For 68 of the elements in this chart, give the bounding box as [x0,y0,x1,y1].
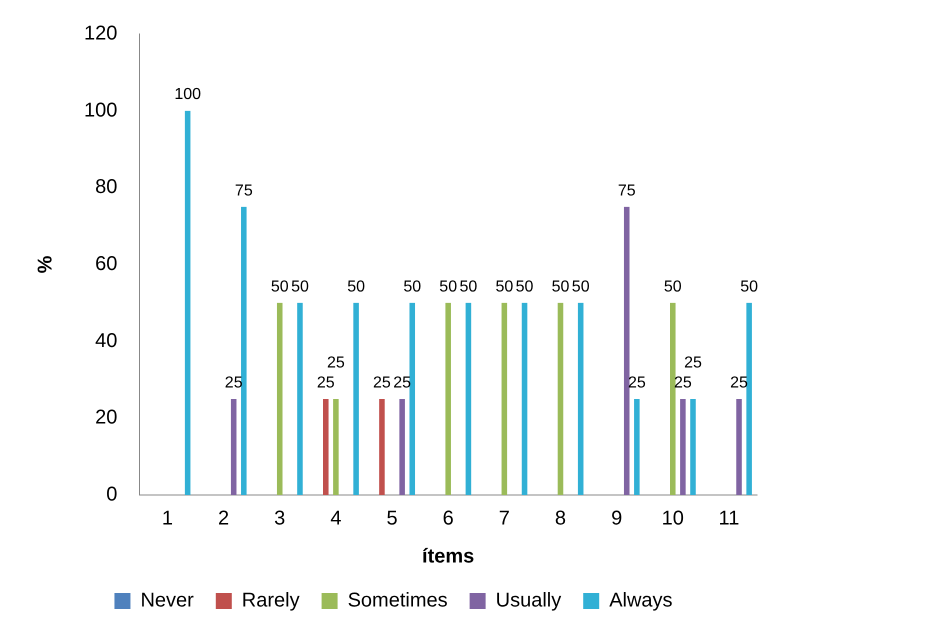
data-label: 50 [460,278,478,296]
legend-label: Always [609,590,673,612]
bar [466,302,472,495]
bar [230,398,236,495]
data-label: 50 [347,278,366,296]
y-tick-label: 100 [84,99,118,122]
data-label: 50 [495,278,514,296]
legend-label: Usually [496,590,562,612]
bar [276,302,283,495]
bar [323,398,329,495]
x-tick-label: 4 [330,508,342,530]
y-tick-label: 120 [84,22,118,45]
data-label: 25 [326,354,345,372]
bar [634,398,640,495]
x-tick-label: 2 [218,508,230,530]
bar [333,398,339,495]
bar [297,302,303,495]
data-label: 50 [439,278,458,296]
x-tick-label: 1 [162,508,174,530]
bar [558,302,564,495]
bar [409,302,416,495]
bar [399,398,405,495]
y-tick-label: 80 [95,176,118,198]
bar [680,398,686,495]
data-label: 100 [174,86,202,104]
y-tick-label: 60 [95,253,118,276]
data-label: 50 [516,278,534,296]
y-tick-label: 40 [95,330,118,352]
x-tick-label: 10 [662,508,684,530]
data-label: 50 [552,278,570,296]
x-tick-label: 9 [611,508,622,530]
x-axis-title: ítems [422,546,474,568]
x-tick-label: 3 [274,508,286,530]
x-tick-label: 11 [718,508,740,530]
y-axis-title: % [34,255,57,274]
y-tick-label: 0 [106,484,118,506]
data-label: 25 [373,374,391,392]
bar [502,302,508,495]
x-tick-label: 7 [498,508,510,530]
bar [379,398,385,495]
data-label: 75 [618,182,636,200]
data-label: 50 [572,278,590,296]
bar [690,398,696,495]
bar [624,206,630,495]
data-label: 25 [316,374,335,392]
legend-label: Sometimes [348,590,448,612]
data-label: 50 [664,278,682,296]
y-tick-label: 20 [95,406,118,429]
x-tick-label: 6 [442,508,454,530]
bar [241,206,247,495]
x-tick-label: 8 [554,508,566,530]
data-label: 50 [270,278,289,296]
legend-label: Rarely [242,590,300,612]
bar [670,302,676,495]
data-label: 75 [234,182,253,200]
bar [736,398,742,495]
bar [353,302,359,495]
bar [184,110,190,495]
data-label: 50 [740,278,758,296]
bar [522,302,528,495]
x-tick-label: 5 [386,508,398,530]
bar [746,302,752,495]
data-label: 50 [291,278,309,296]
bar [578,302,584,495]
bar [445,302,451,495]
data-label: 25 [684,354,702,372]
data-label: 50 [403,278,422,296]
legend-label: Never [140,590,194,612]
